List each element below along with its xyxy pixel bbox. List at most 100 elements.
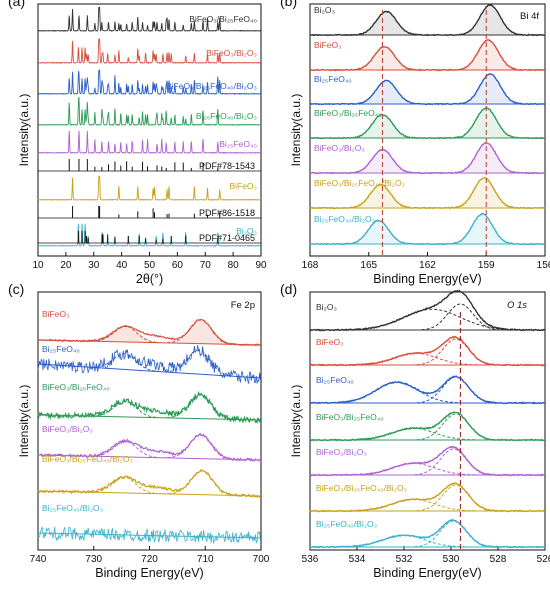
- x-tick-label: 720: [141, 554, 158, 565]
- x-tick-label: 90: [255, 260, 267, 271]
- x-tick-label: 532: [396, 554, 413, 565]
- fit-component: [91, 476, 158, 494]
- background-line: [37, 339, 262, 346]
- fit-component: [91, 353, 158, 372]
- pdf-label: PDF#86-1518: [199, 208, 255, 218]
- fit-component: [416, 413, 495, 441]
- series-label: BiFeO₃/Bi₂₅FeO₄₀/Bi₂O₃: [166, 81, 257, 91]
- x-tick-label: 156: [537, 260, 550, 271]
- series-label: Bi₂₅FeO₄₀: [219, 139, 257, 149]
- fit-component: [416, 376, 495, 404]
- xrd-line-BiFeO3/Bi25FeO40: [38, 6, 262, 32]
- x-tick-label: 30: [88, 260, 100, 271]
- x-tick-label: 50: [144, 260, 156, 271]
- series-label: BiFeO₃/Bi₂O₃: [316, 447, 367, 457]
- xrd-line-BiFeO3/Bi2O3: [38, 37, 262, 64]
- background-line: [37, 363, 262, 379]
- background-line: [37, 454, 262, 461]
- x-tick-label: 730: [85, 554, 102, 565]
- x-tick-label: 10: [32, 260, 44, 271]
- series-label: Bi₂₅FeO₄₀: [314, 74, 352, 84]
- x-tick-label: 700: [253, 554, 270, 565]
- xrd-line-BiFeO3: [37, 175, 262, 201]
- panel-b: 168 165 162 159 156 (b) Binding Energy(eV) Inte…: [280, 0, 550, 286]
- x-tick-label: 40: [116, 260, 128, 271]
- series-label: BiFeO₃: [229, 181, 257, 191]
- x-tick-label: 528: [490, 554, 507, 565]
- fit-component: [333, 381, 461, 404]
- series-label: BiFeO₃: [316, 337, 344, 347]
- x-tick-label: 70: [200, 260, 212, 271]
- x-tick-label: 740: [30, 554, 47, 565]
- background-line: [37, 490, 262, 497]
- y-axis-label: Intensity(a.u.): [289, 94, 303, 167]
- x-tick-label: 60: [172, 260, 184, 271]
- series-label: Bi₂₅FeO₄₀/Bi₂O₃: [316, 519, 377, 529]
- y-axis-label: Intensity(a.u.): [289, 385, 303, 458]
- panel-d: 536 534 532 530 528 526 (d) Binding Energy(eV) I…: [280, 281, 550, 580]
- series-label: BiFeO₃: [314, 40, 342, 50]
- fit-component: [165, 349, 233, 377]
- pdf-label: PDF#71-0465: [199, 233, 255, 243]
- series-label: Bi₂₅FeO₄₀/Bi₂O₃: [196, 111, 257, 121]
- xrd-line-Bi25FeO40/Bi2O3: [37, 96, 262, 126]
- series-label: BiFeO₃/Bi₂₅FeO₄₀: [316, 412, 384, 422]
- x-tick-label: 162: [419, 260, 436, 271]
- fit-component: [414, 520, 493, 548]
- fit-component: [340, 534, 468, 548]
- x-tick-label: 159: [478, 260, 495, 271]
- x-axis-label: Binding Energy(eV): [373, 272, 481, 286]
- y-axis-label: Intensity(a.u.): [17, 385, 31, 458]
- series-label: BiFeO₃/Bi₂₅FeO₄₀/Bi₂O₃: [316, 483, 407, 493]
- panel-label: (d): [280, 281, 297, 297]
- peak-fill-Bi25FeO40: [310, 73, 545, 105]
- x-tick-label: 20: [60, 260, 72, 271]
- x-tick-label: 534: [349, 554, 366, 565]
- series-label: Bi₂O₃: [316, 302, 337, 312]
- panel-c: 740 730 720 710 700 (c) Binding Energy(eV) Inte…: [8, 281, 270, 580]
- series-label: BiFeO₃/Bi₂₅FeO₄₀: [314, 108, 382, 118]
- y-axis-label: Intensity(a.u.): [17, 94, 31, 167]
- series-label: BiFeO₃: [42, 309, 70, 319]
- plot-frame: [309, 291, 546, 551]
- series-label: BiFeO₃/Bi₂O₃: [314, 143, 365, 153]
- panel-label: (c): [8, 281, 24, 297]
- series-label: Bi₂O₃: [314, 5, 335, 15]
- xrd-line-BiFeO3/Bi25FeO40/Bi2O3: [37, 68, 261, 95]
- fit-component: [168, 470, 236, 496]
- x-tick-label: 530: [443, 554, 460, 565]
- fit-component: [352, 352, 480, 366]
- x-tick-label: 526: [537, 554, 550, 565]
- x-axis-label: Binding Energy(eV): [95, 566, 203, 580]
- peak-fill-BiFeO3/Bi25FeO40/Bi2O3: [310, 177, 545, 209]
- panel-label: (a): [8, 0, 25, 9]
- xps-line-Bi25FeO40/Bi2O3: [38, 526, 261, 544]
- fit-component: [167, 319, 235, 345]
- series-label: BiFeO₃/Bi₂₅FeO₄₀/Bi₂O₃: [314, 178, 405, 188]
- series-label: BiFeO₃/Bi₂₅FeO₄₀/Bi₂O₃: [42, 454, 133, 464]
- series-label: BiFeO₃/Bi₂O₃: [42, 424, 93, 434]
- peak-fill: [38, 319, 261, 345]
- x-axis-label: 2θ(°): [136, 272, 163, 286]
- fit-component: [167, 434, 235, 460]
- fit-component: [91, 400, 159, 418]
- background-line: [37, 414, 262, 421]
- x-tick-label: 80: [228, 260, 240, 271]
- xps-line-Bi2O3: [309, 4, 546, 37]
- series-label: Bi₂₅FeO₄₀/Bi₂O₃: [314, 214, 375, 224]
- core-level-label: O 1s: [507, 300, 527, 311]
- xps-line-Bi25FeO40: [37, 345, 261, 385]
- xrd-line-Bi2O3: [37, 223, 262, 247]
- fit-component: [92, 325, 160, 343]
- fit-component: [349, 427, 477, 441]
- series-label: Bi₂₅FeO₄₀: [316, 375, 354, 385]
- fit-component: [166, 394, 234, 420]
- core-level-label: Fe 2p: [231, 300, 255, 311]
- fit-component: [416, 484, 495, 512]
- xrd-line-Bi25FeO40: [37, 130, 262, 154]
- xps-line-BiFeO3: [309, 335, 546, 367]
- fit-component: [92, 440, 160, 458]
- x-axis-label: Binding Energy(eV): [373, 566, 481, 580]
- x-tick-label: 710: [197, 554, 214, 565]
